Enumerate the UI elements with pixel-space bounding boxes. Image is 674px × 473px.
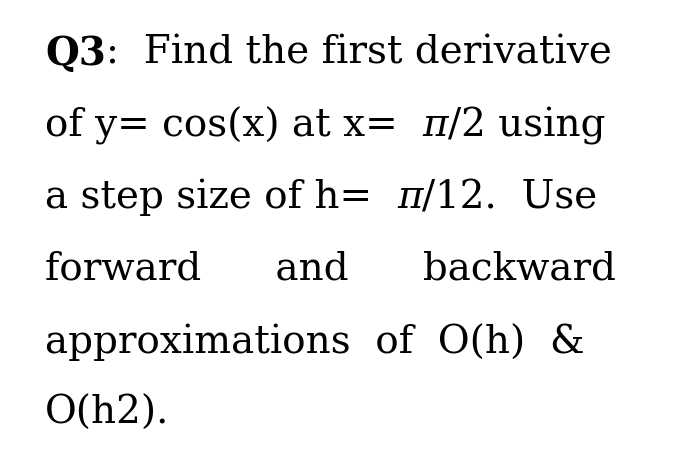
Text: forward      and      backward: forward and backward (45, 251, 616, 288)
Text: /12.  Use: /12. Use (423, 179, 598, 216)
Text: a step size of h=: a step size of h= (45, 179, 397, 217)
Text: approximations  of  O(h)  &: approximations of O(h) & (45, 323, 584, 361)
Text: Q3: Q3 (45, 35, 106, 73)
Text: /2 using: /2 using (448, 107, 605, 145)
Text: of y= cos(x) at x=: of y= cos(x) at x= (45, 107, 423, 145)
Text: π: π (423, 107, 448, 144)
Text: π: π (397, 179, 423, 216)
Text: :  Find the first derivative: : Find the first derivative (106, 35, 612, 72)
Text: O(h2).: O(h2). (45, 395, 169, 432)
